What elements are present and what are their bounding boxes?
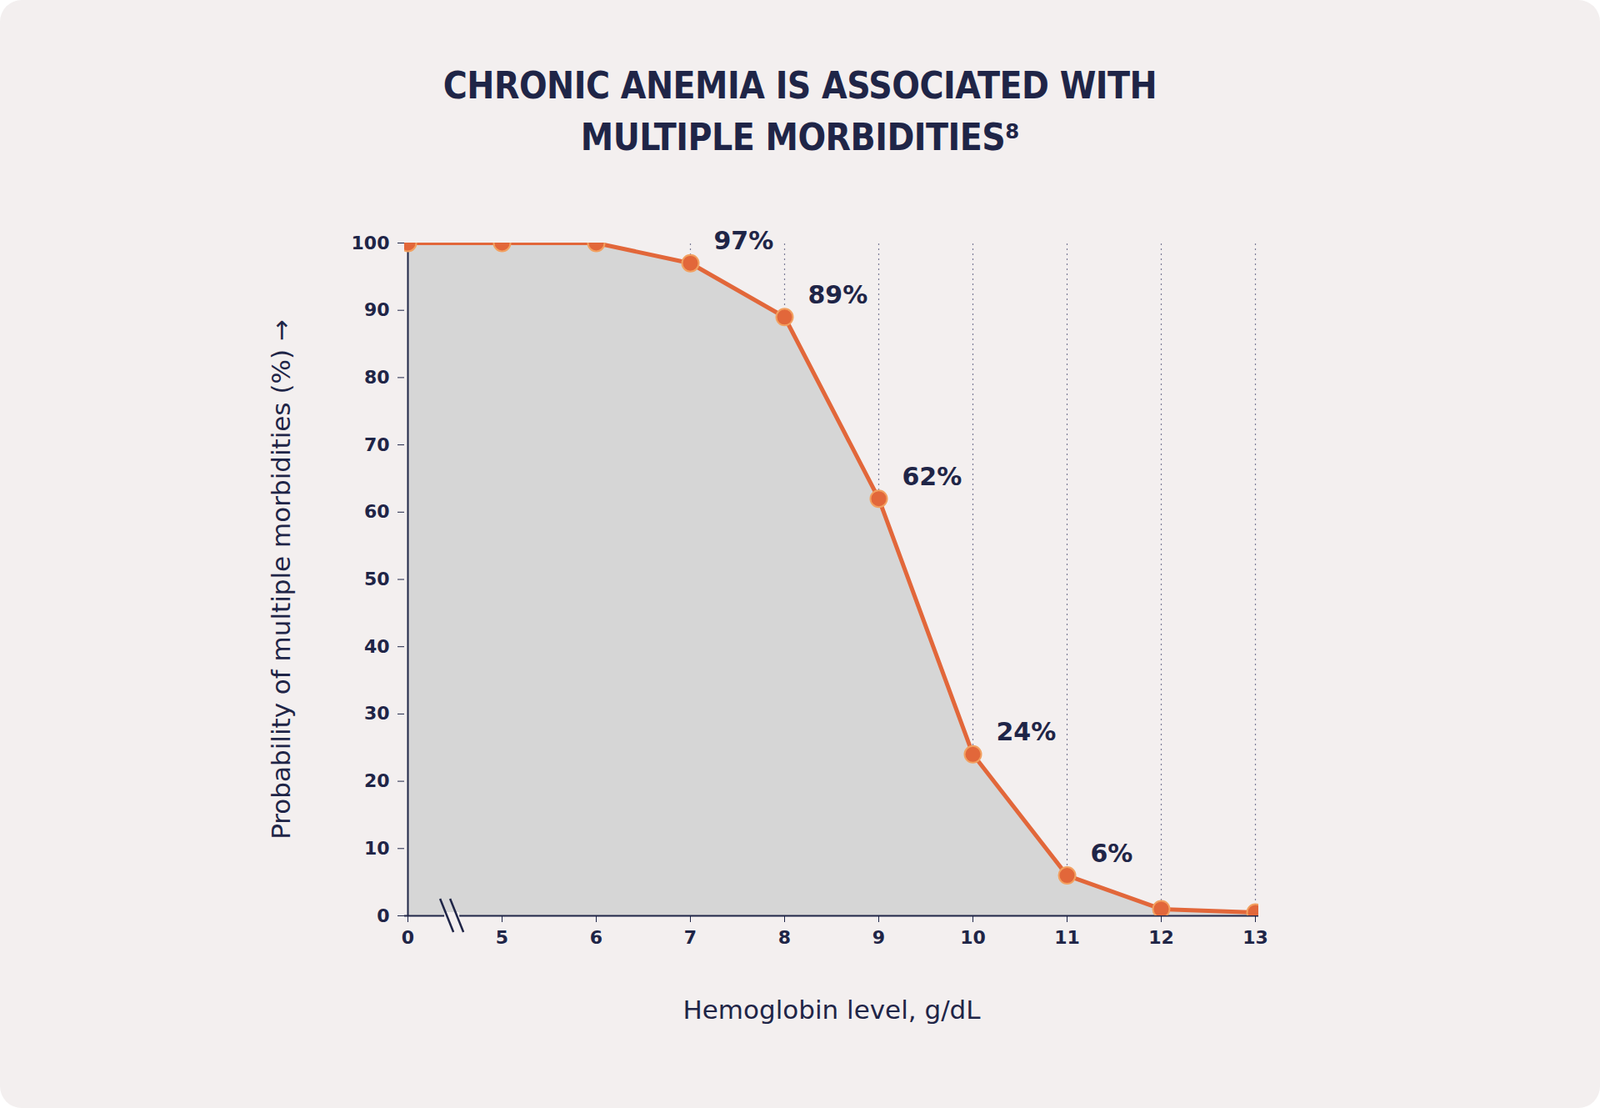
svg-text:50: 50 bbox=[364, 568, 390, 590]
svg-text:0: 0 bbox=[401, 926, 415, 948]
svg-text:62%: 62% bbox=[902, 461, 963, 491]
svg-text:7: 7 bbox=[684, 926, 697, 948]
svg-text:90: 90 bbox=[364, 299, 390, 320]
svg-text:24%: 24% bbox=[996, 716, 1057, 746]
html-text:CHRONIC ANEMIA IS ASSOCIATED W: CHRONIC ANEMIA IS ASSOCIATED WITH MULTIP… bbox=[443, 64, 1157, 159]
svg-text:97%: 97% bbox=[714, 225, 775, 255]
svg-text:70: 70 bbox=[364, 434, 390, 455]
svg-text:60: 60 bbox=[364, 500, 390, 522]
svg-text:5: 5 bbox=[495, 926, 509, 948]
svg-text:40: 40 bbox=[364, 635, 390, 657]
svg-text:6: 6 bbox=[590, 926, 603, 948]
svg-text:10: 10 bbox=[364, 837, 390, 859]
svg-text:20: 20 bbox=[364, 770, 390, 791]
svg-text:12: 12 bbox=[1148, 926, 1175, 948]
svg-text:8: 8 bbox=[778, 926, 791, 948]
svg-text:11: 11 bbox=[1054, 926, 1080, 948]
svg-text:Probability of multiple morbid: Probability of multiple morbidities (%) … bbox=[265, 319, 296, 840]
svg-text:Hemoglobin level, g/dL: Hemoglobin level, g/dL bbox=[682, 994, 981, 1025]
svg-text:9: 9 bbox=[872, 926, 885, 948]
svg-text:80: 80 bbox=[364, 366, 390, 388]
svg-text:0: 0 bbox=[376, 905, 390, 926]
svg-text:30: 30 bbox=[364, 702, 390, 724]
svg-text:13: 13 bbox=[1242, 926, 1269, 948]
svg-text:6%: 6% bbox=[1090, 838, 1134, 868]
svg-text:89%: 89% bbox=[808, 280, 869, 310]
svg-text:10: 10 bbox=[960, 926, 986, 948]
svg-text:100: 100 bbox=[351, 232, 390, 254]
